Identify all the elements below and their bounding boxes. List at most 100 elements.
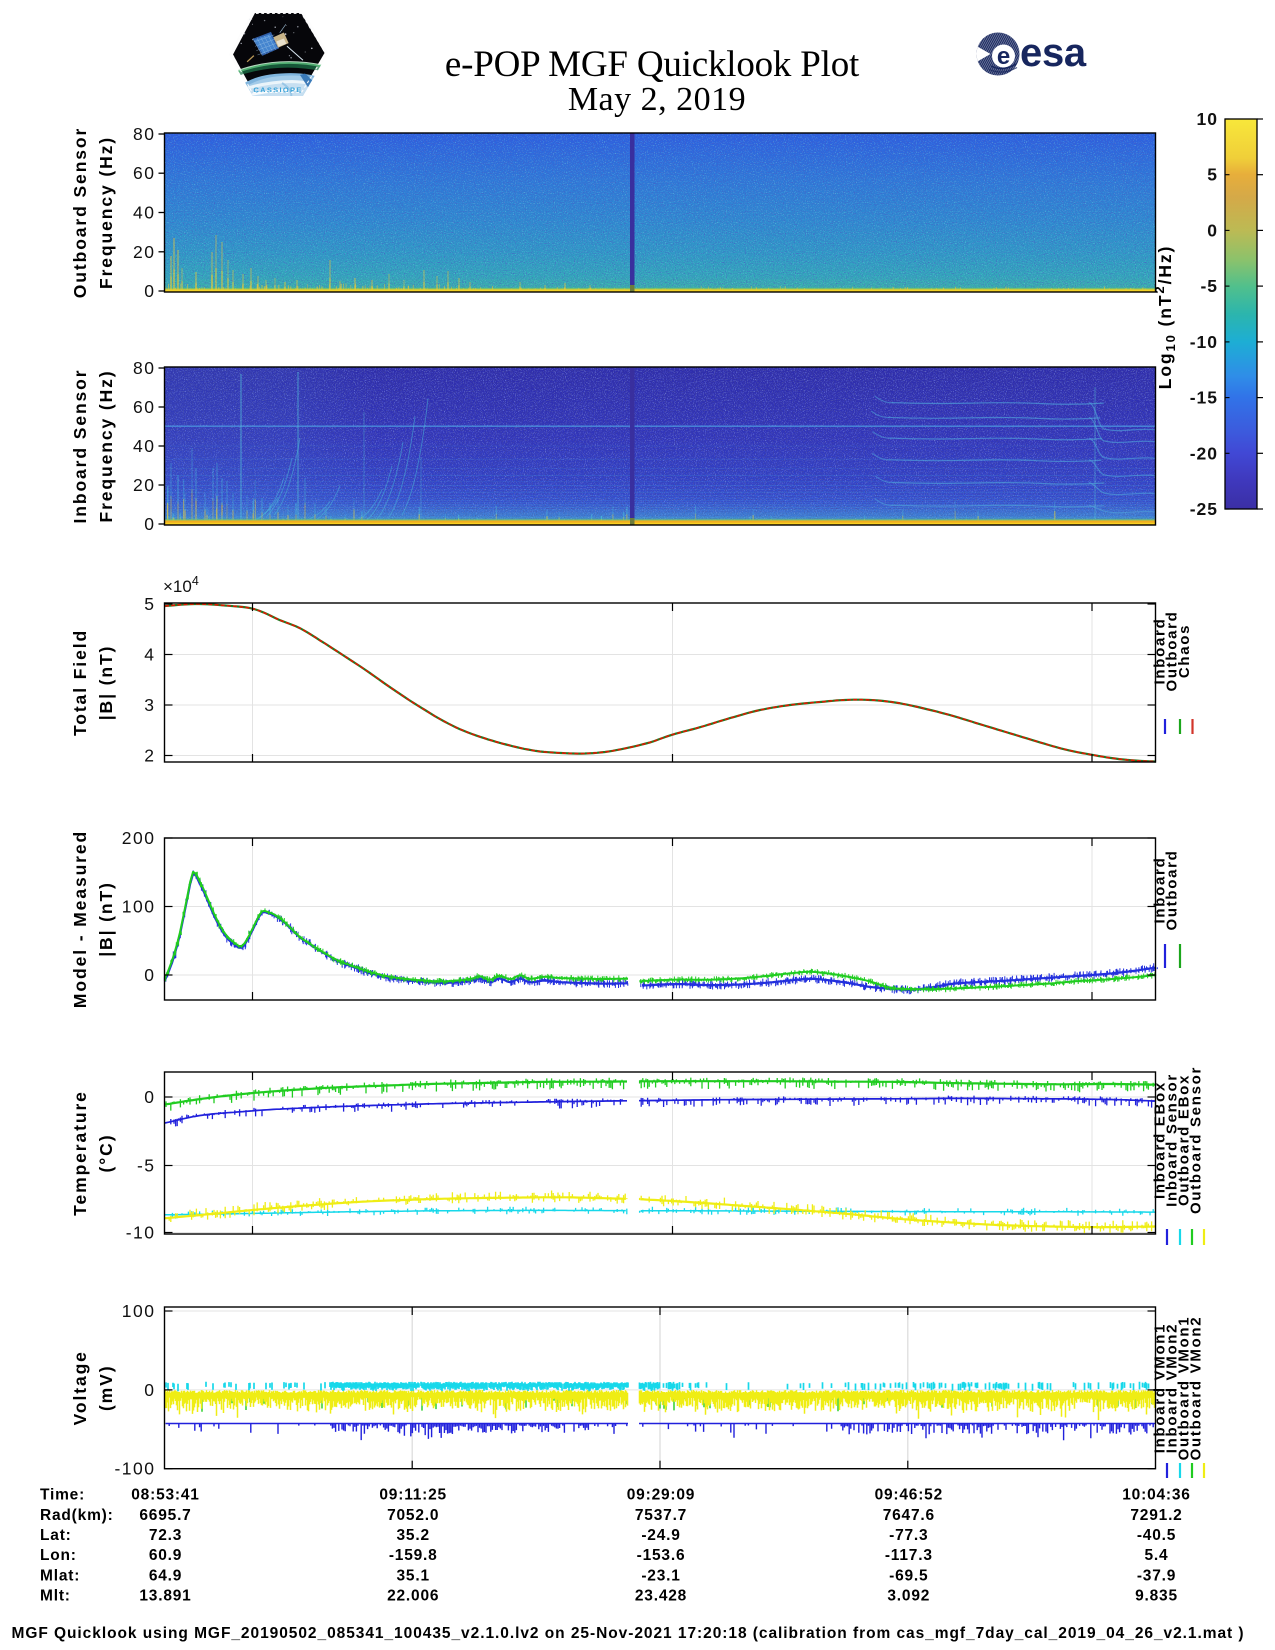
svg-text:2: 2 bbox=[144, 746, 155, 766]
svg-text:Mlat:: Mlat: bbox=[40, 1568, 80, 1585]
svg-text:|B| (nT): |B| (nT) bbox=[96, 645, 116, 721]
svg-text:10:04:36: 10:04:36 bbox=[1122, 1487, 1190, 1504]
svg-text:e-POP MGF Quicklook Plot: e-POP MGF Quicklook Plot bbox=[445, 44, 860, 85]
svg-text:09:11:25: 09:11:25 bbox=[379, 1487, 447, 1504]
svg-text:Outboard Sensor: Outboard Sensor bbox=[70, 127, 90, 298]
svg-text:Frequency (Hz): Frequency (Hz) bbox=[96, 369, 116, 522]
svg-text:72.3: 72.3 bbox=[149, 1527, 182, 1544]
svg-text:May 2, 2019: May 2, 2019 bbox=[568, 81, 746, 118]
svg-text:-25: -25 bbox=[1190, 499, 1218, 519]
svg-text:4: 4 bbox=[144, 645, 155, 665]
svg-text:-10: -10 bbox=[126, 1223, 156, 1243]
svg-text:MGF Quicklook using MGF_201905: MGF Quicklook using MGF_20190502_085341_… bbox=[11, 1625, 1244, 1642]
svg-text:80: 80 bbox=[133, 358, 155, 378]
svg-text:3: 3 bbox=[144, 695, 155, 715]
svg-text:Outboard: Outboard bbox=[1164, 849, 1181, 930]
svg-text:-37.9: -37.9 bbox=[1137, 1568, 1176, 1585]
svg-text:Inboard Sensor: Inboard Sensor bbox=[70, 369, 90, 524]
svg-text:60.9: 60.9 bbox=[149, 1547, 182, 1564]
svg-text:Inboard VMon1: Inboard VMon1 bbox=[1152, 1323, 1169, 1453]
svg-text:Inboard Sensor: Inboard Sensor bbox=[1164, 1073, 1181, 1207]
svg-text:Frequency (Hz): Frequency (Hz) bbox=[96, 136, 116, 289]
svg-text:Chaos: Chaos bbox=[1176, 624, 1193, 678]
svg-text:22.006: 22.006 bbox=[387, 1588, 439, 1605]
svg-text:10: 10 bbox=[1197, 109, 1218, 129]
svg-text:-77.3: -77.3 bbox=[889, 1527, 928, 1544]
svg-text:Inboard: Inboard bbox=[1152, 857, 1169, 924]
svg-text:Outboard VMon1: Outboard VMon1 bbox=[1176, 1316, 1193, 1461]
svg-text:Outboard Sensor: Outboard Sensor bbox=[1188, 1066, 1205, 1214]
svg-text:CASSIOPE: CASSIOPE bbox=[253, 86, 302, 95]
svg-text:7291.2: 7291.2 bbox=[1130, 1507, 1182, 1524]
svg-text:Model - Measured: Model - Measured bbox=[70, 830, 90, 1008]
svg-text:Voltage: Voltage bbox=[70, 1350, 90, 1425]
svg-text:-23.1: -23.1 bbox=[641, 1568, 680, 1585]
svg-text:0: 0 bbox=[144, 965, 155, 985]
svg-text:5: 5 bbox=[1207, 165, 1218, 185]
svg-text:40: 40 bbox=[133, 203, 155, 223]
svg-text:Outboard: Outboard bbox=[1164, 610, 1181, 691]
svg-text:-24.9: -24.9 bbox=[641, 1527, 680, 1544]
svg-text:Log10 (nT2/Hz): Log10 (nT2/Hz) bbox=[1152, 245, 1178, 390]
svg-text:7052.0: 7052.0 bbox=[387, 1507, 439, 1524]
svg-text:-15: -15 bbox=[1190, 388, 1218, 408]
svg-text:0: 0 bbox=[144, 1087, 155, 1107]
svg-text:Lat:: Lat: bbox=[40, 1527, 72, 1544]
svg-text:60: 60 bbox=[133, 397, 155, 417]
svg-text:23.428: 23.428 bbox=[635, 1588, 687, 1605]
svg-text:-117.3: -117.3 bbox=[885, 1547, 933, 1564]
svg-text:Total Field: Total Field bbox=[70, 629, 90, 736]
svg-text:100: 100 bbox=[122, 1301, 156, 1321]
svg-text:|B| (nT): |B| (nT) bbox=[96, 881, 116, 957]
svg-text:09:46:52: 09:46:52 bbox=[875, 1487, 943, 1504]
svg-text:3.092: 3.092 bbox=[887, 1588, 930, 1605]
svg-text:5.4: 5.4 bbox=[1145, 1547, 1169, 1564]
svg-text:13.891: 13.891 bbox=[139, 1588, 191, 1605]
svg-text:80: 80 bbox=[133, 124, 155, 144]
svg-text:(°C): (°C) bbox=[96, 1134, 116, 1173]
svg-text:0: 0 bbox=[144, 1380, 155, 1400]
svg-text:Outboard EBox: Outboard EBox bbox=[1176, 1074, 1193, 1206]
svg-text:Lon:: Lon: bbox=[40, 1547, 77, 1564]
svg-text:09:29:09: 09:29:09 bbox=[627, 1487, 695, 1504]
svg-text:-153.6: -153.6 bbox=[637, 1547, 686, 1564]
svg-text:0: 0 bbox=[144, 514, 155, 534]
svg-text:35.1: 35.1 bbox=[397, 1568, 430, 1585]
svg-text:-100: -100 bbox=[114, 1459, 155, 1479]
svg-text:60: 60 bbox=[133, 163, 155, 183]
svg-text:100: 100 bbox=[122, 897, 156, 917]
svg-text:Mlt:: Mlt: bbox=[40, 1588, 71, 1605]
svg-text:esa: esa bbox=[1020, 31, 1087, 75]
svg-text:40: 40 bbox=[133, 436, 155, 456]
svg-text:-20: -20 bbox=[1190, 443, 1218, 463]
svg-text:-69.5: -69.5 bbox=[889, 1568, 928, 1585]
svg-text:Inboard EBox: Inboard EBox bbox=[1152, 1081, 1169, 1199]
svg-text:(mV): (mV) bbox=[96, 1365, 116, 1412]
svg-text:7537.7: 7537.7 bbox=[635, 1507, 687, 1524]
svg-text:Rad(km):: Rad(km): bbox=[40, 1507, 114, 1524]
svg-text:-5: -5 bbox=[137, 1156, 156, 1176]
svg-text:20: 20 bbox=[133, 475, 155, 495]
svg-text:×104: ×104 bbox=[163, 574, 199, 596]
svg-text:0: 0 bbox=[144, 281, 155, 301]
svg-text:0: 0 bbox=[1207, 220, 1218, 240]
svg-text:7647.6: 7647.6 bbox=[883, 1507, 935, 1524]
svg-text:-5: -5 bbox=[1200, 276, 1218, 296]
svg-text:200: 200 bbox=[122, 828, 156, 848]
svg-text:Temperature: Temperature bbox=[70, 1090, 90, 1216]
svg-text:-159.8: -159.8 bbox=[389, 1547, 438, 1564]
svg-text:20: 20 bbox=[133, 242, 155, 262]
svg-text:6695.7: 6695.7 bbox=[139, 1507, 191, 1524]
svg-text:Time:: Time: bbox=[40, 1487, 85, 1504]
svg-text:e: e bbox=[997, 43, 1010, 70]
svg-text:64.9: 64.9 bbox=[149, 1568, 182, 1585]
svg-text:-40.5: -40.5 bbox=[1137, 1527, 1176, 1544]
svg-text:08:53:41: 08:53:41 bbox=[131, 1487, 199, 1504]
svg-text:Outboard VMon2: Outboard VMon2 bbox=[1188, 1316, 1205, 1461]
svg-text:-10: -10 bbox=[1190, 332, 1218, 352]
svg-text:9.835: 9.835 bbox=[1135, 1588, 1178, 1605]
svg-text:35.2: 35.2 bbox=[397, 1527, 430, 1544]
svg-text:Inboard VMon2: Inboard VMon2 bbox=[1164, 1323, 1181, 1453]
svg-text:5: 5 bbox=[144, 594, 155, 614]
svg-text:Inboard: Inboard bbox=[1152, 618, 1169, 685]
